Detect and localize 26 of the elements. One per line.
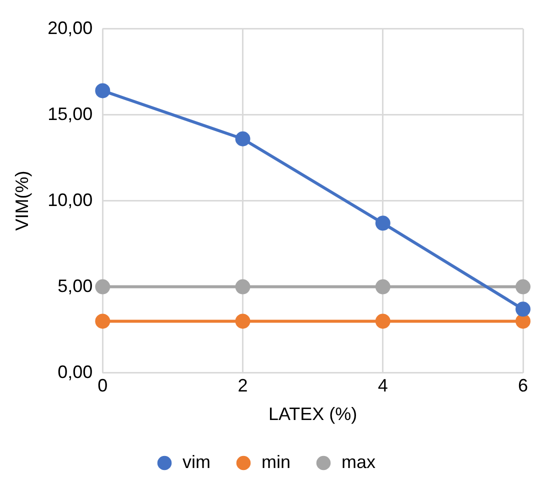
point [95, 83, 110, 98]
point [95, 279, 110, 294]
point [516, 279, 530, 294]
y-tick-label: 15,00 [48, 104, 93, 124]
point [235, 314, 250, 329]
point [516, 314, 530, 329]
point [95, 314, 110, 329]
x-axis-title: LATEX (%) [268, 404, 358, 424]
x-tick-label: 2 [238, 376, 248, 396]
point [375, 216, 390, 231]
y-tick-label: 10,00 [48, 190, 93, 210]
legend-label: vim [182, 452, 210, 472]
point [375, 314, 390, 329]
point [375, 279, 390, 294]
x-tick-label: 4 [378, 376, 388, 396]
point [516, 302, 530, 317]
y-tick-label: 20,00 [48, 18, 93, 38]
y-tick-label: 5,00 [58, 276, 93, 296]
legend-label: min [261, 452, 291, 472]
legend-label: max [341, 452, 376, 472]
point [235, 279, 250, 294]
x-tick-label: 0 [98, 376, 108, 396]
y-tick-label: 0,00 [58, 362, 93, 382]
x-tick-label: 6 [518, 376, 528, 396]
point [235, 131, 250, 146]
y-axis-title: VIM(%) [12, 170, 32, 231]
